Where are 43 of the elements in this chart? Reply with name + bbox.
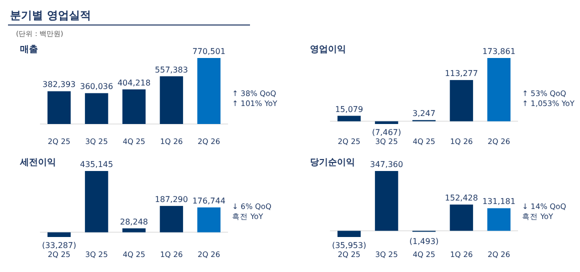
data-label: 131,181 bbox=[482, 197, 516, 206]
data-label: (7,467) bbox=[372, 128, 402, 137]
y-axis-title: 매출 bbox=[20, 44, 38, 55]
bar bbox=[337, 230, 361, 237]
chart-title: 분기별 영업실적 bbox=[10, 9, 91, 22]
data-label: (1,493) bbox=[409, 236, 439, 246]
bar bbox=[374, 121, 398, 124]
bar bbox=[450, 204, 474, 231]
data-label: (33,287) bbox=[42, 241, 76, 250]
bar bbox=[160, 206, 184, 232]
data-label: 404,218 bbox=[117, 78, 151, 88]
bar bbox=[160, 76, 184, 124]
bar bbox=[337, 116, 361, 122]
bar bbox=[47, 232, 71, 237]
bar bbox=[450, 80, 474, 122]
bar bbox=[84, 93, 108, 124]
bar bbox=[374, 171, 398, 231]
bar bbox=[122, 228, 146, 232]
bar bbox=[197, 58, 221, 124]
bar bbox=[84, 171, 108, 232]
data-label: 435,145 bbox=[80, 160, 114, 169]
y-axis-title: 영업이익 bbox=[310, 45, 346, 55]
data-label: 770,501 bbox=[192, 47, 226, 56]
data-label: 3,247 bbox=[412, 109, 436, 118]
data-label: 28,248 bbox=[120, 217, 148, 226]
data-label: 347,360 bbox=[370, 160, 404, 169]
data-label: 382,393 bbox=[42, 80, 76, 90]
bar bbox=[487, 208, 511, 231]
bar bbox=[47, 91, 71, 124]
y-axis-title: 세전이익 bbox=[19, 158, 56, 168]
data-label: (35,953) bbox=[332, 241, 366, 250]
bar bbox=[487, 58, 511, 122]
y-axis-title: 당기순이익 bbox=[310, 158, 355, 168]
data-label: 360,036 bbox=[80, 82, 114, 92]
data-label: 557,383 bbox=[154, 65, 188, 74]
bar bbox=[197, 207, 221, 232]
bar bbox=[122, 89, 146, 124]
data-label: 176,744 bbox=[192, 196, 226, 206]
data-label: 15,079 bbox=[335, 104, 364, 114]
data-label: 152,428 bbox=[444, 194, 478, 203]
data-label: 113,277 bbox=[444, 69, 478, 78]
data-label: 187,290 bbox=[154, 194, 188, 204]
data-label: 173,861 bbox=[482, 47, 516, 56]
